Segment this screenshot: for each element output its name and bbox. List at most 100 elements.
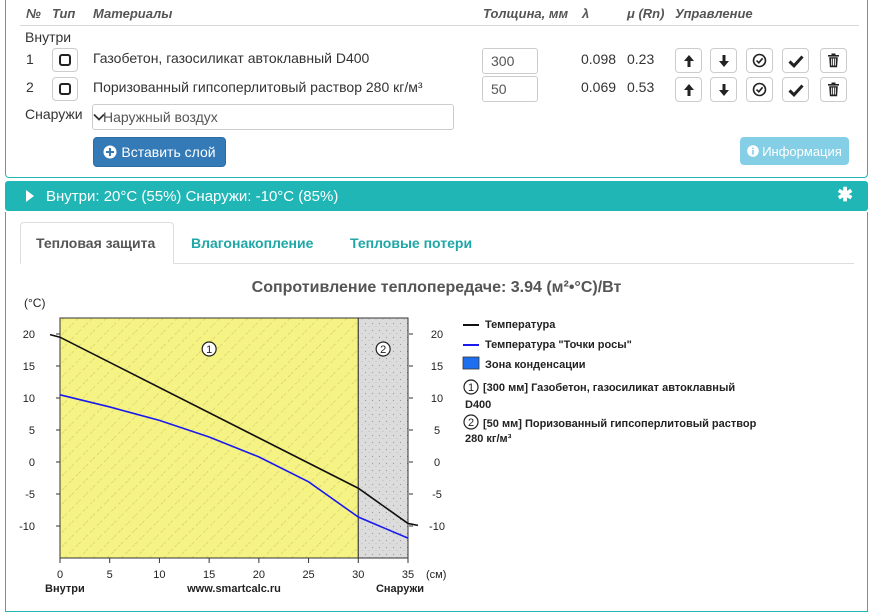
x-axis-unit: (см)	[426, 569, 446, 581]
x-center-label: www.smartcalc.ru	[186, 583, 281, 595]
conditions-bar[interactable]: Внутри: 20°C (55%) Снаружи: -10°C (85%) …	[5, 181, 868, 211]
row-number: 2	[26, 79, 34, 95]
x-tick-label: 35	[402, 569, 414, 581]
lambda-value: 0.098	[581, 51, 617, 67]
info-button[interactable]: Информация	[740, 137, 849, 165]
y-tick-label-right: 5	[434, 425, 440, 437]
tabs-divider	[20, 263, 854, 264]
confirm-button[interactable]	[782, 48, 809, 73]
layer-marker	[375, 341, 391, 357]
legend-condensation-label: Зона конденсации	[485, 359, 586, 371]
header-control: Управление	[675, 6, 753, 21]
y-tick-label-right: 20	[431, 329, 443, 341]
move-down-button[interactable]	[710, 77, 737, 102]
arrow-up-icon	[683, 54, 694, 67]
square-icon	[59, 83, 71, 95]
legend-layer1-number: 1	[468, 382, 474, 394]
trash-icon	[828, 53, 839, 68]
material-name: Газобетон, газосиликат автоклавный D400	[93, 50, 370, 66]
y-tick-label-right: 0	[434, 457, 440, 469]
y-tick-label-right: 10	[431, 393, 443, 405]
check-circle-button[interactable]	[746, 48, 773, 73]
x-tick-label: 30	[352, 569, 364, 581]
outside-label: Снаружи	[25, 106, 83, 122]
x-tick-label: 15	[203, 569, 215, 581]
dew-point-line	[59, 394, 409, 539]
layer-marker-number: 2	[380, 344, 386, 356]
material-name: Поризованный гипсоперлитовый раствор 280…	[93, 79, 423, 95]
delete-button[interactable]	[820, 77, 847, 102]
x-tick-label: 0	[57, 569, 63, 581]
outside-material-select[interactable]: Наружный воздух	[92, 104, 454, 130]
header-materials: Материалы	[93, 6, 173, 21]
legend-layer1-label: [300 мм] Газобетон, газосиликат автоклав…	[483, 382, 735, 394]
thickness-input[interactable]	[482, 48, 538, 74]
caret-right-icon	[26, 190, 34, 202]
header-lambda: λ	[582, 6, 590, 21]
x-right-label: Снаружи	[376, 583, 424, 595]
check-icon	[787, 83, 804, 97]
thickness-input[interactable]	[482, 76, 538, 102]
legend-layer1-marker	[463, 379, 479, 395]
square-icon	[59, 54, 71, 66]
insert-layer-label: Вставить слой	[121, 144, 216, 160]
check-circle-icon	[752, 82, 767, 97]
header-num: №	[26, 6, 41, 21]
legend-temperature-label: Температура	[485, 319, 556, 331]
temperature-line	[49, 333, 419, 527]
header-divider	[20, 25, 859, 26]
info-circle-icon	[747, 145, 760, 157]
legend-layer2-number: 2	[468, 417, 474, 429]
y-tick-label-right: -10	[429, 521, 445, 533]
y-axis-label: (°C)	[24, 296, 45, 310]
plus-circle-icon	[103, 145, 117, 159]
layer-marker	[201, 341, 217, 357]
header-mu: μ (Rn)	[627, 6, 665, 21]
move-up-button[interactable]	[675, 77, 702, 102]
tab-moisture[interactable]: Влагонакопление	[191, 235, 314, 251]
trash-icon	[828, 82, 839, 97]
y-tick-label: -5	[25, 489, 35, 501]
y-tick-label: -10	[19, 521, 35, 533]
arrow-up-icon	[683, 83, 694, 96]
arrow-down-icon	[718, 54, 729, 67]
y-tick-label: 20	[23, 329, 35, 341]
y-tick-label: 10	[23, 393, 35, 405]
header-thickness: Толщина, мм	[483, 6, 569, 21]
arrow-down-icon	[718, 83, 729, 96]
legend-layer2-marker	[463, 414, 479, 430]
y-tick-label: 0	[29, 457, 35, 469]
move-down-button[interactable]	[710, 48, 737, 73]
y-tick-label: 15	[23, 361, 35, 373]
layer-type-button[interactable]	[52, 48, 78, 72]
legend-dew-label: Температура "Точки росы"	[485, 339, 632, 351]
mu-value: 0.53	[627, 79, 655, 95]
x-tick-label: 5	[107, 569, 113, 581]
x-tick-label: 20	[253, 569, 265, 581]
asterisk-icon[interactable]: ✱	[837, 185, 853, 206]
check-circle-icon	[752, 53, 767, 68]
layer-band	[59, 317, 359, 559]
chevron-down-icon	[93, 113, 105, 121]
y-tick-label-right: -5	[432, 489, 442, 501]
legend-layer2-label-cont: 280 кг/м³	[465, 433, 512, 445]
layer-type-button[interactable]	[52, 77, 78, 101]
tab-thermal-protection[interactable]: Тепловая защита	[20, 222, 174, 264]
confirm-button[interactable]	[782, 77, 809, 102]
tab-heat-loss[interactable]: Тепловые потери	[350, 235, 473, 251]
x-tick-label: 25	[302, 569, 314, 581]
header-type: Тип	[52, 6, 76, 21]
layers-panel	[5, 0, 868, 178]
mu-value: 0.23	[627, 51, 655, 67]
x-left-label: Внутри	[45, 583, 85, 595]
insert-layer-button[interactable]: Вставить слой	[93, 137, 226, 167]
info-label: Информация	[762, 143, 842, 159]
y-tick-label: 5	[29, 425, 35, 437]
lambda-value: 0.069	[581, 79, 617, 95]
x-tick-label: 10	[153, 569, 165, 581]
check-circle-button[interactable]	[746, 77, 773, 102]
outside-select-value: Наружный воздух	[103, 109, 218, 125]
move-up-button[interactable]	[675, 48, 702, 73]
delete-button[interactable]	[820, 48, 847, 73]
